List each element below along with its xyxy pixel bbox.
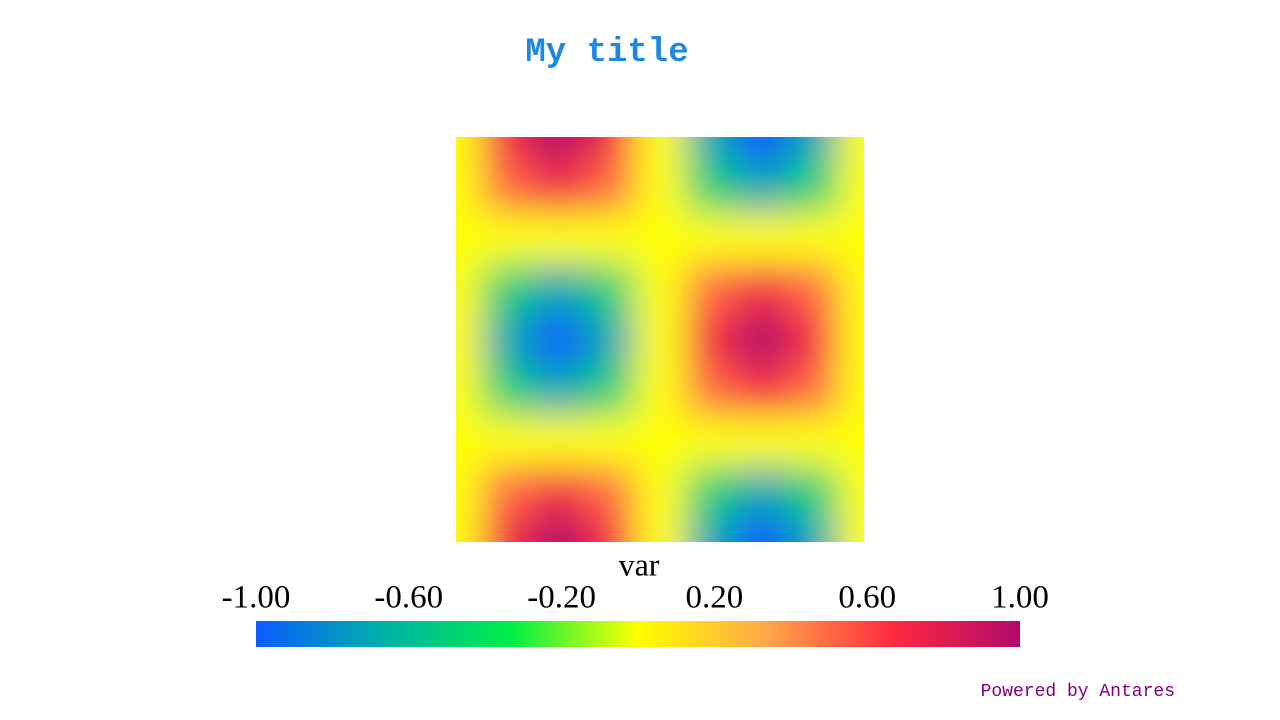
- field-cell: [481, 162, 533, 214]
- field-cell: [685, 516, 737, 542]
- field-cell: [787, 516, 839, 542]
- field-cell: [532, 212, 584, 265]
- field-cell: [583, 364, 635, 416]
- chart-title: My title: [525, 34, 688, 72]
- field-cell: [532, 263, 584, 315]
- field-cell: [736, 263, 788, 315]
- field-cell: [456, 314, 482, 366]
- field-cell: [532, 364, 584, 416]
- field-cell: [583, 212, 635, 265]
- field-cell: [685, 314, 737, 366]
- field-cell: [736, 364, 788, 416]
- field-cell: [583, 314, 635, 366]
- colorbar-ticks: -1.00 -0.60 -0.20 0.20 0.60 1.00: [222, 580, 1049, 616]
- field-cell: [634, 162, 686, 214]
- field-cell: [532, 516, 584, 542]
- field-cell: [583, 263, 635, 315]
- field-cell: [838, 212, 864, 265]
- field-cell: [481, 263, 533, 315]
- field-cell: [532, 466, 584, 518]
- field-cell: [838, 516, 864, 542]
- colorbar-title: var: [619, 546, 660, 582]
- colorbar-tick-label: -0.60: [374, 580, 443, 616]
- footer: Powered by Antares: [981, 682, 1175, 702]
- field-cell: [456, 137, 482, 163]
- field-cell: [456, 162, 482, 214]
- field-cell: [685, 466, 737, 518]
- field-cell: [838, 314, 864, 366]
- field-cell: [685, 263, 737, 315]
- field-cell: [481, 466, 533, 518]
- field-cell: [532, 137, 584, 163]
- colorbar-tick-label: 0.20: [686, 580, 744, 616]
- field-cell: [481, 212, 533, 265]
- field-cell: [634, 516, 686, 542]
- field-cell: [456, 466, 482, 518]
- field-cell: [736, 212, 788, 265]
- field-cell: [787, 364, 839, 416]
- field-cell: [685, 137, 737, 163]
- field-cell: [456, 212, 482, 265]
- field-cell: [736, 314, 788, 366]
- field-cell: [456, 364, 482, 416]
- field-cell: [634, 314, 686, 366]
- field-cell: [583, 466, 635, 518]
- field-cell: [583, 415, 635, 467]
- field-cell: [736, 466, 788, 518]
- field-cell: [481, 364, 533, 416]
- field-cell: [685, 212, 737, 265]
- field-cell: [685, 162, 737, 214]
- field-cell: [787, 162, 839, 214]
- field-cell: [736, 415, 788, 467]
- field-cell: [456, 516, 482, 542]
- field-cell: [838, 415, 864, 467]
- field-cell: [634, 137, 686, 163]
- field-cell: [532, 415, 584, 467]
- field-cell: [787, 415, 839, 467]
- field-cell: [838, 364, 864, 416]
- field-cell: [481, 516, 533, 542]
- field-cell: [456, 415, 482, 467]
- field-cell: [838, 137, 864, 163]
- field-cell: [634, 364, 686, 416]
- field-cell: [787, 212, 839, 265]
- field-cell: [481, 137, 533, 163]
- field-cell: [532, 162, 584, 214]
- field-cell: [838, 466, 864, 518]
- field-cell: [838, 162, 864, 214]
- field-cell: [583, 162, 635, 214]
- colorbar-tick-label: -1.00: [222, 580, 291, 616]
- field-cell: [787, 466, 839, 518]
- field: [456, 137, 864, 542]
- colorbar-tick-label: 1.00: [991, 580, 1049, 616]
- colorbar-tick-label: 0.60: [838, 580, 896, 616]
- field-cell: [481, 314, 533, 366]
- field-cell: [736, 162, 788, 214]
- field-cell: [583, 516, 635, 542]
- field-cell: [634, 466, 686, 518]
- field-cell: [736, 516, 788, 542]
- field-cell: [634, 263, 686, 315]
- field-cell: [456, 263, 482, 315]
- field-cell: [685, 364, 737, 416]
- field-cell: [481, 415, 533, 467]
- field-cell: [634, 415, 686, 467]
- colorbar: [256, 621, 1020, 647]
- field-cell: [532, 314, 584, 366]
- field-cell: [787, 314, 839, 366]
- field-cell: [838, 263, 864, 315]
- field-cells: [456, 137, 864, 542]
- field-cell: [634, 212, 686, 265]
- field-cell: [787, 263, 839, 315]
- field-cell: [685, 415, 737, 467]
- field-cell: [583, 137, 635, 163]
- field-cell: [736, 137, 788, 163]
- field-cell: [787, 137, 839, 163]
- colorbar-tick-label: -0.20: [527, 580, 596, 616]
